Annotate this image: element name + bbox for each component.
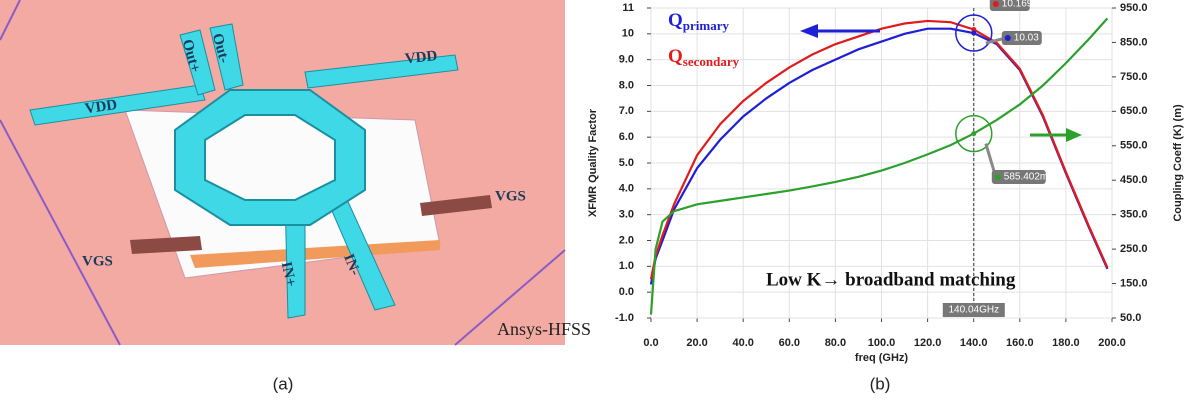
readout-label: 10.03 (1014, 33, 1039, 44)
y-tick-label: 9.0 (619, 54, 634, 66)
x-tick-label: 40.0 (732, 337, 753, 349)
readout-label: 10.169 (1002, 0, 1033, 10)
y-tick-label: -1.0 (615, 312, 634, 324)
inductor-hole (205, 115, 335, 200)
y2-tick-label: 550.0 (1120, 140, 1148, 152)
y-tick-label: 2.0 (619, 234, 634, 246)
x-axis-title: freq (GHz) (855, 352, 909, 364)
x-tick-label: 60.0 (779, 337, 800, 349)
y-tick-label: 0.0 (619, 286, 634, 298)
y-axis-title: XFMR Quality Factor (587, 108, 599, 217)
x-tick-label: 200.0 (1098, 337, 1126, 349)
y-tick-label: 3.0 (619, 209, 634, 221)
x-tick-label: 140.0 (960, 337, 988, 349)
cursor-label: 140.04GHz (948, 305, 999, 316)
x-tick-label: 180.0 (1052, 337, 1080, 349)
port-label: VGS (82, 253, 113, 269)
readout-label: 585.402m (1004, 172, 1048, 183)
legend-name: Q (668, 10, 683, 31)
y-tick-label: 7.0 (619, 105, 634, 117)
readout-point (971, 131, 976, 136)
y2-tick-label: 50.0 (1120, 312, 1141, 324)
y2-tick-label: 950.0 (1120, 2, 1148, 14)
x-tick-label: 0.0 (643, 337, 658, 349)
legend-sub: primary (683, 18, 730, 33)
y-tick-label: 11 (622, 2, 634, 14)
y2-tick-label: 250.0 (1120, 243, 1148, 255)
readout-dot (995, 174, 1001, 180)
y-tick-label: 4.0 (619, 183, 634, 195)
y2-tick-label: 450.0 (1120, 174, 1148, 186)
y-tick-label: 10 (622, 28, 634, 40)
y2-tick-label: 750.0 (1120, 71, 1148, 83)
panel-a: VDD VDD Out+ Out- VGS VGS IN+ IN- Ansys-… (0, 0, 591, 393)
caption: (b) (870, 374, 891, 393)
legend-name: Q (668, 46, 683, 67)
y-tick-label: 5.0 (619, 157, 634, 169)
readout-point (971, 31, 976, 36)
x-tick-label: 120.0 (914, 337, 942, 349)
y-tick-label: 8.0 (619, 79, 634, 91)
x-tick-label: 80.0 (825, 337, 846, 349)
y2-tick-label: 850.0 (1120, 36, 1148, 48)
readout-dot (1005, 35, 1011, 41)
x-tick-label: 20.0 (686, 337, 707, 349)
port-label: VDD (404, 48, 438, 67)
caption: (a) (273, 374, 294, 393)
y2-tick-label: 350.0 (1120, 209, 1148, 221)
y-tick-label: 1.0 (619, 260, 634, 272)
x-tick-label: 160.0 (1006, 337, 1034, 349)
readout-dot (993, 1, 999, 7)
y2-tick-label: 150.0 (1120, 277, 1148, 289)
y-tick-label: 6.0 (619, 131, 634, 143)
annotation: Low K→ broadband matching (766, 269, 1016, 290)
x-tick-label: 100.0 (868, 337, 896, 349)
figure: VDD VDD Out+ Out- VGS VGS IN+ IN- Ansys-… (0, 0, 1191, 405)
port-label: VGS (495, 188, 526, 204)
y2-tick-label: 650.0 (1120, 105, 1148, 117)
legend-sub: secondary (683, 54, 740, 69)
y2-axis-title: Coupling Coeff (K) (m) (1172, 104, 1184, 222)
tool-label: Ansys-HFSS (497, 319, 591, 339)
